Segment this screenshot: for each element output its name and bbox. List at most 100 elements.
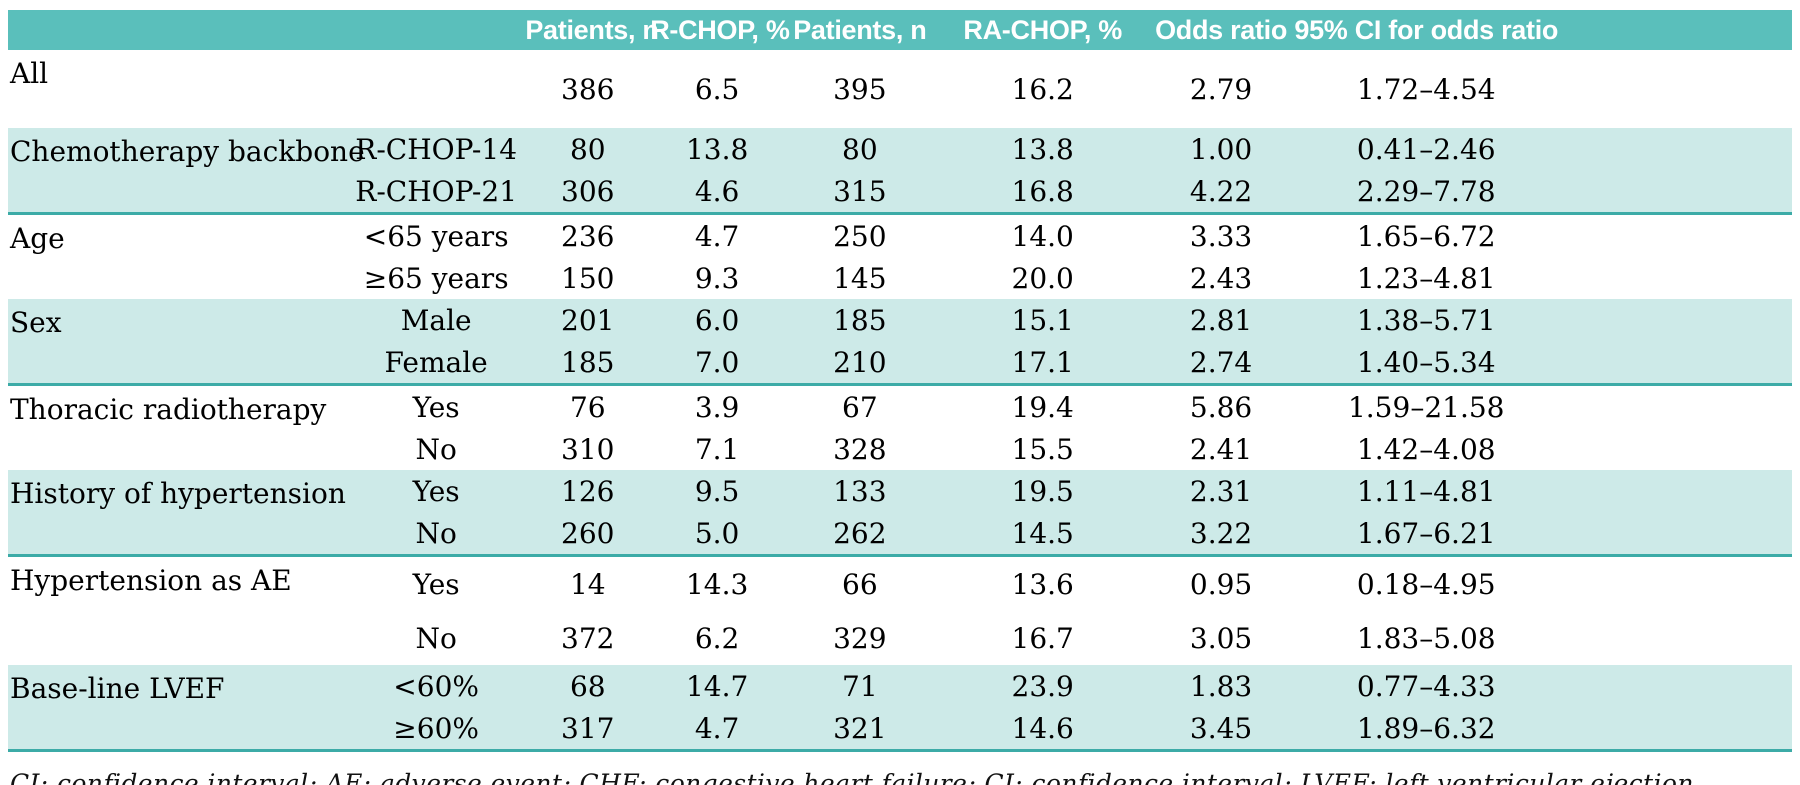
value-cell: 4.7	[694, 219, 740, 253]
value-cell: 150	[561, 261, 615, 295]
table-row: ≥65 years 150 9.3 145 20.0 2.43 1.23–4.81	[8, 257, 1792, 299]
value-cell: 1.59–21.58	[1347, 390, 1505, 424]
filler-cell	[1560, 611, 1792, 665]
subgroup-cell: R-CHOP-21	[346, 170, 526, 215]
value-cell: 15.5	[1011, 432, 1074, 466]
filler-cell	[1560, 707, 1792, 752]
filler-cell	[1560, 341, 1792, 386]
value-cell: 306	[525, 170, 651, 215]
value-cell: 13.8	[650, 128, 785, 170]
value-cell: 1.89–6.32	[1292, 707, 1561, 752]
value-cell: 1.83–5.08	[1356, 621, 1496, 655]
value-cell: 4.22	[1149, 170, 1293, 215]
value-cell: 0.77–4.33	[1292, 665, 1561, 707]
value-cell: 14.6	[935, 707, 1150, 752]
category-cell: History of hypertension	[8, 470, 347, 557]
value-cell: 15.1	[935, 299, 1150, 341]
table-row: Sex Male 201 6.0 185 15.1 2.81 1.38–5.71	[8, 299, 1792, 386]
value-cell: 6.5	[694, 72, 740, 106]
subgroup-cell	[347, 50, 525, 128]
subgroup-cell: No	[346, 512, 526, 557]
value-cell: 66	[842, 567, 878, 601]
value-cell: 20.0	[1011, 261, 1074, 295]
column-header-95ci: 95% CI for odds ratio	[1292, 10, 1561, 50]
filler-cell	[1560, 512, 1792, 557]
category-cell: Base-line LVEF	[8, 665, 347, 752]
value-cell: 4.7	[650, 707, 785, 752]
column-header-rachop-pct: RA-CHOP, %	[935, 10, 1150, 50]
value-cell: 2.31	[1149, 470, 1293, 512]
filler-cell	[1560, 50, 1792, 128]
value-cell: 2.41	[1189, 432, 1253, 466]
value-cell: 2.79	[1189, 72, 1253, 106]
subgroup-cell: Male	[346, 299, 526, 341]
category-cell: Thoracic radiotherapy	[10, 393, 327, 426]
value-cell: 7.1	[694, 432, 740, 466]
value-cell: 1.00	[1149, 128, 1293, 170]
value-cell: 0.95	[1189, 567, 1253, 601]
value-cell: 17.1	[935, 341, 1150, 386]
subgroup-cell: R-CHOP-14	[346, 128, 526, 170]
value-cell: 2.81	[1149, 299, 1293, 341]
value-cell: 3.9	[694, 390, 740, 424]
filler-cell	[1560, 470, 1792, 512]
value-cell: 5.0	[650, 512, 785, 557]
column-header-subgroup	[346, 10, 526, 50]
value-cell: 315	[784, 170, 936, 215]
value-cell: 185	[784, 299, 936, 341]
value-cell: 145	[833, 261, 887, 295]
column-header-category	[8, 10, 347, 50]
value-cell: 3.33	[1189, 219, 1253, 253]
value-cell: 310	[561, 432, 615, 466]
table-row: Hypertension as AE Yes 14 14.3 66 13.6 0.95 0.1…	[8, 556, 1792, 612]
table-header-row: Patients, n R-CHOP, % Patients, n RA-CHO…	[8, 10, 1792, 50]
table-footnote: CI: confidence interval; AE: adverse eve…	[10, 769, 1694, 785]
filler-cell	[1560, 556, 1792, 612]
value-cell: 0.41–2.46	[1292, 128, 1561, 170]
value-cell: 1.67–6.21	[1292, 512, 1561, 557]
value-cell: 6.0	[650, 299, 785, 341]
subgroup-cell: <65 years	[363, 219, 509, 253]
filler-cell	[1560, 665, 1792, 707]
value-cell: 372	[561, 621, 615, 655]
value-cell: 1.65–6.72	[1356, 219, 1496, 253]
value-cell: 23.9	[935, 665, 1150, 707]
filler-cell	[1560, 257, 1792, 299]
odds-ratio-table: Patients, n R-CHOP, % Patients, n RA-CHO…	[8, 10, 1792, 752]
value-cell: 2.43	[1189, 261, 1253, 295]
subgroup-cell: ≥65 years	[363, 261, 509, 295]
table-row: Age <65 years 236 4.7 250 14.0 3.33 1.65–6.72	[8, 214, 1792, 258]
value-cell: 1.38–5.71	[1292, 299, 1561, 341]
table-body: All 386 6.5 395 16.2 2.79 1.72–4.54 Chemotherap…	[8, 50, 1792, 752]
subgroup-cell: No	[415, 621, 457, 655]
value-cell: 16.7	[1011, 621, 1074, 655]
value-cell: 9.3	[694, 261, 740, 295]
value-cell: 1.11–4.81	[1292, 470, 1561, 512]
value-cell: 80	[525, 128, 651, 170]
table-row: No 260 5.0 262 14.5 3.22 1.67–6.21	[8, 512, 1792, 557]
subgroup-cell: ≥60%	[346, 707, 526, 752]
value-cell: 14.3	[685, 567, 749, 601]
value-cell: 19.5	[935, 470, 1150, 512]
value-cell: 126	[525, 470, 651, 512]
table-row: No 372 6.2 329 16.7 3.05 1.83–5.08	[8, 611, 1792, 665]
value-cell: 1.40–5.34	[1292, 341, 1561, 386]
value-cell: 2.29–7.78	[1292, 170, 1561, 215]
value-cell: 321	[784, 707, 936, 752]
value-cell: 201	[525, 299, 651, 341]
filler-cell	[1560, 170, 1792, 215]
value-cell: 9.5	[650, 470, 785, 512]
subgroup-cell: <60%	[346, 665, 526, 707]
value-cell: 6.2	[694, 621, 740, 655]
filler-cell	[1560, 299, 1792, 341]
value-cell: 14	[569, 567, 606, 601]
value-cell: 14.0	[1011, 219, 1074, 253]
table-row: History of hypertension Yes 126 9.5 133 19.5 2…	[8, 470, 1792, 557]
value-cell: 19.4	[1011, 390, 1074, 424]
table-row: ≥60% 317 4.7 321 14.6 3.45 1.89–6.32	[8, 707, 1792, 752]
table-row: All 386 6.5 395 16.2 2.79 1.72–4.54	[8, 50, 1792, 128]
category-cell: All	[10, 57, 49, 90]
value-cell: 5.86	[1189, 390, 1253, 424]
subgroup-cell: Female	[346, 341, 526, 386]
filler-cell	[1560, 128, 1792, 170]
